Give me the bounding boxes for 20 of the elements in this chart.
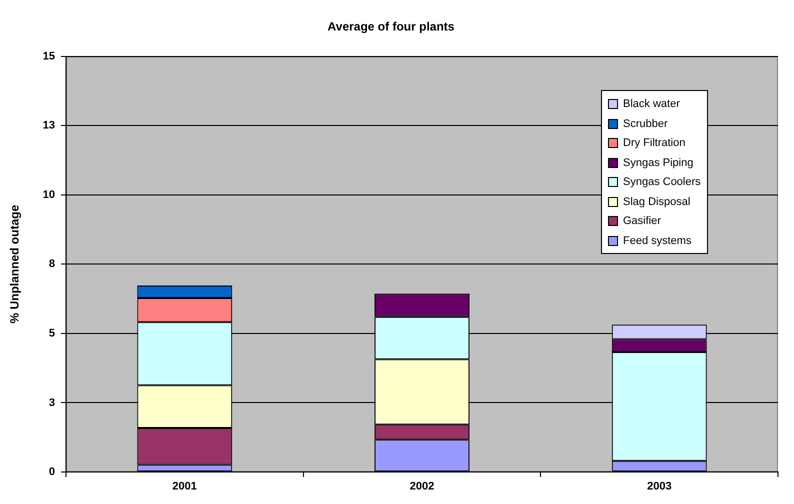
y-tick-label: 15 <box>42 50 55 62</box>
y-tick-label: 13 <box>42 120 55 132</box>
y-tick-label: 8 <box>48 258 55 270</box>
y-axis-title: % Unplanned outage <box>8 204 22 324</box>
x-tick-label: 2002 <box>410 480 434 493</box>
legend-label: Scrubber <box>623 118 668 130</box>
legend-label: Gasifier <box>623 215 661 228</box>
x-tick-label: 2003 <box>647 480 672 493</box>
y-tick-label: 0 <box>48 466 55 478</box>
y-tick-label: 10 <box>42 188 55 201</box>
legend-label: Slag Disposal <box>623 196 690 208</box>
x-tick-label: 2001 <box>172 480 197 493</box>
legend-label: Black water <box>623 98 680 110</box>
legend-label: Syngas Piping <box>623 156 694 169</box>
y-tick-label: 3 <box>48 396 55 409</box>
legend-label: Dry Filtration <box>623 137 686 150</box>
y-tick-label: 5 <box>48 328 55 340</box>
legend-label: Feed systems <box>623 234 692 247</box>
chart-title: Average of four plants <box>328 20 455 34</box>
legend-label: Syngas Coolers <box>623 176 701 188</box>
